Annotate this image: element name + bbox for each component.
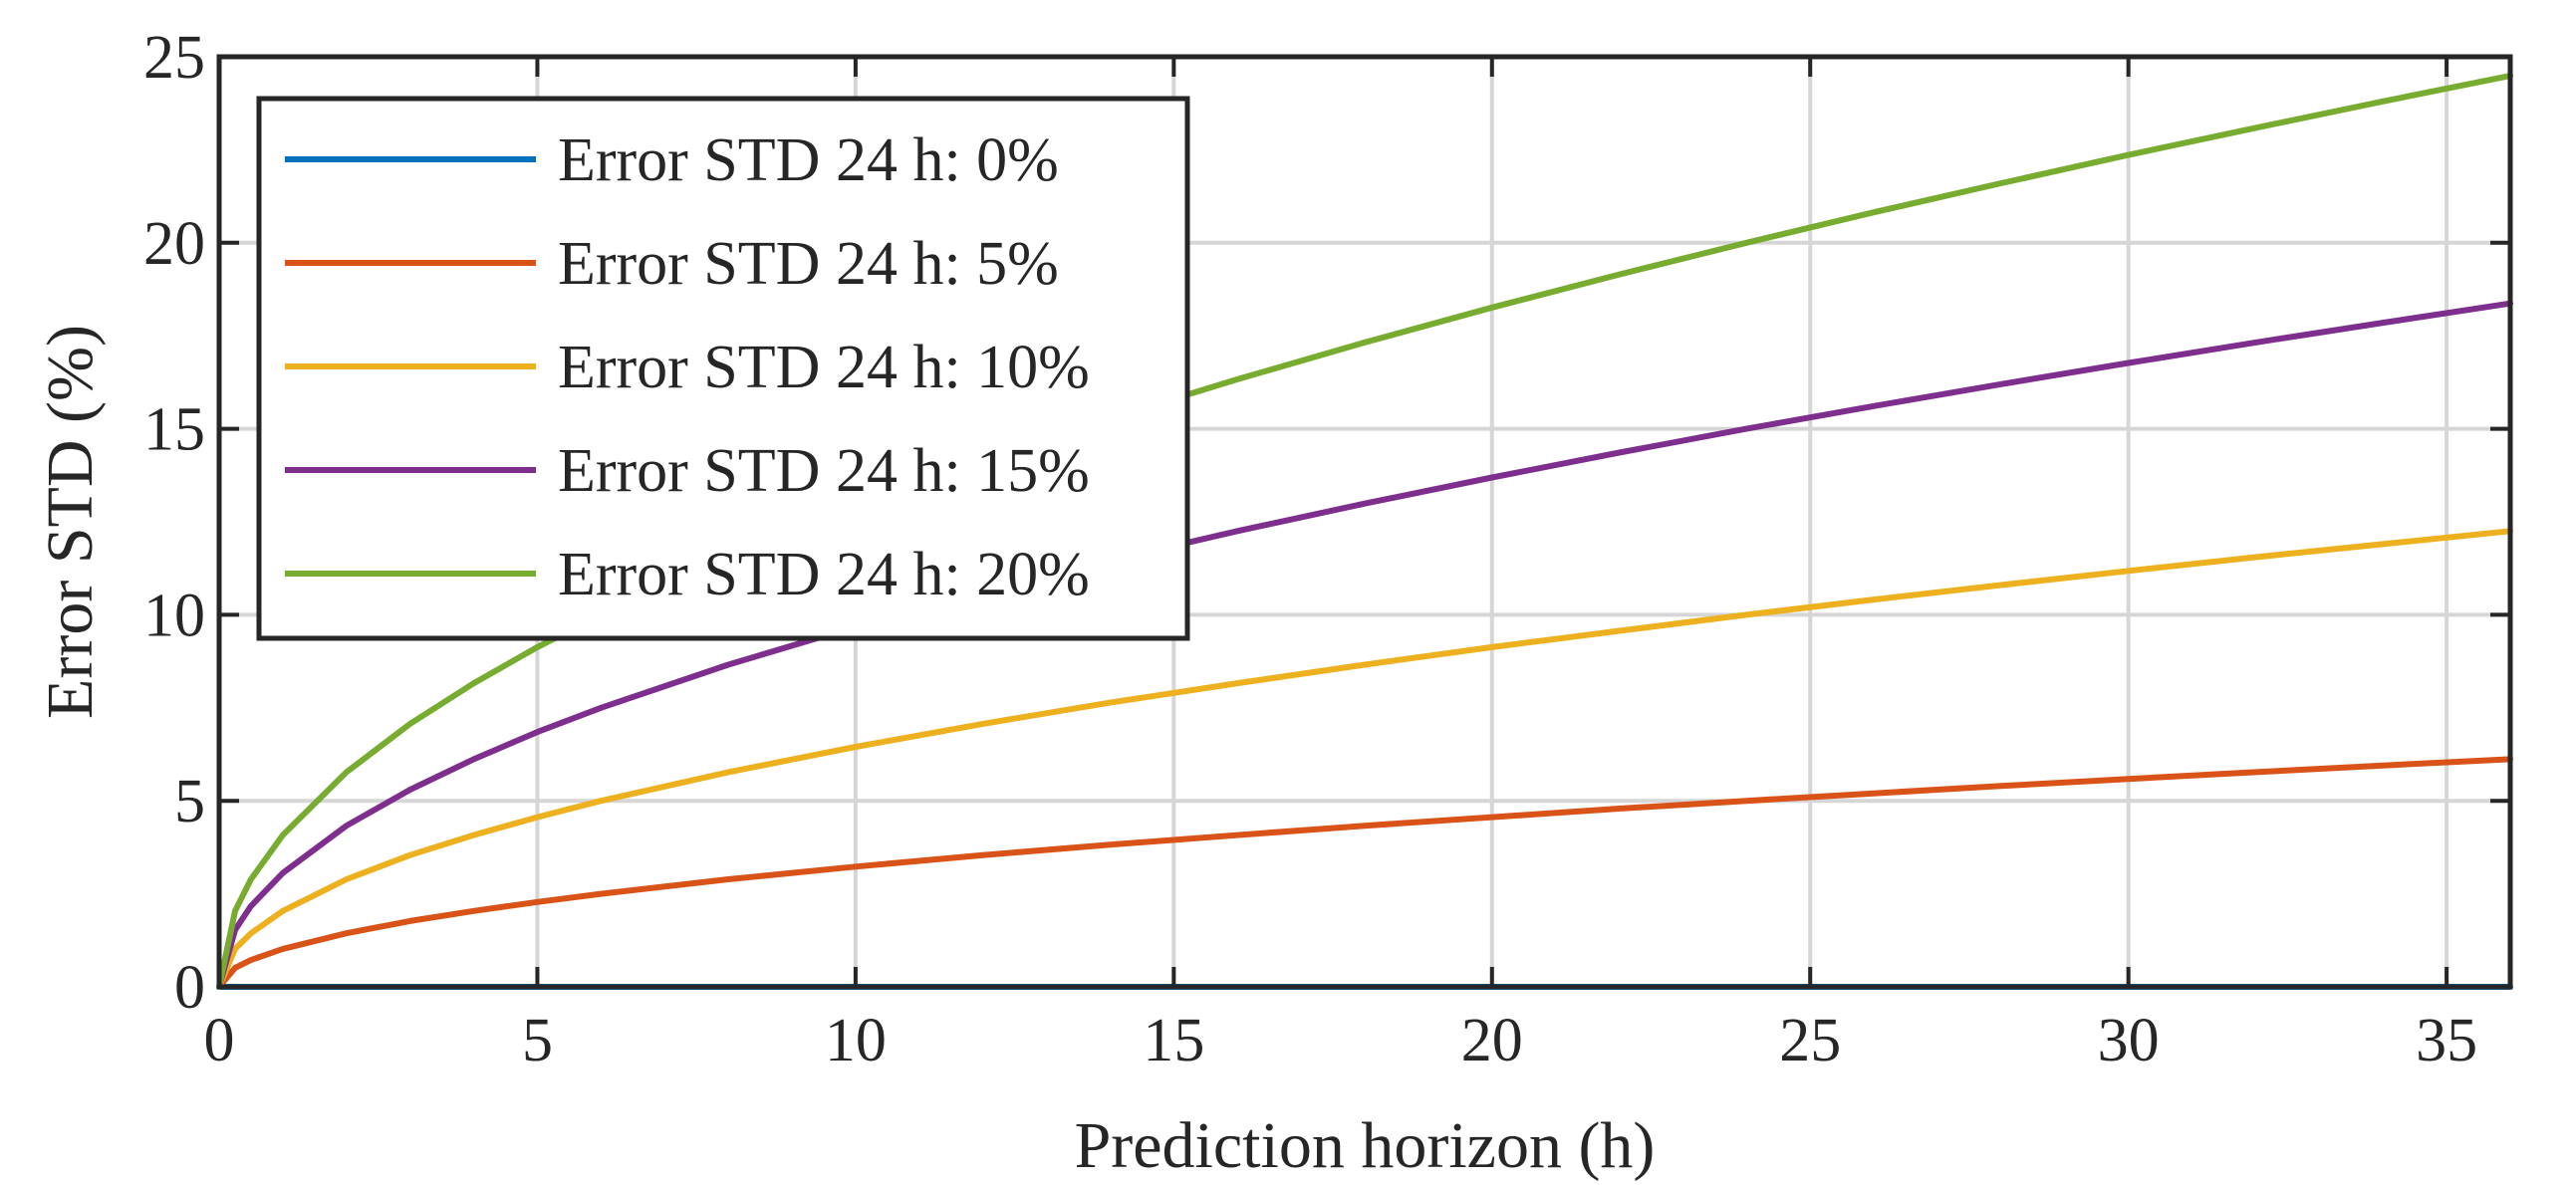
- x-axis-label: Prediction horizon (h): [1075, 1109, 1656, 1182]
- y-tick-label: 15: [143, 396, 205, 464]
- y-tick-label: 20: [143, 210, 205, 278]
- y-tick-label: 5: [174, 768, 205, 835]
- x-tick-label: 20: [1461, 1007, 1523, 1074]
- axis-ticks: 0 5 10 15 20 25 30 35 0 5 10 15 20 25: [143, 24, 2510, 1074]
- x-tick-label: 10: [825, 1007, 887, 1074]
- legend: Error STD 24 h: 0% Error STD 24 h: 5% Erro…: [256, 96, 1190, 641]
- x-tick-label: 0: [204, 1007, 235, 1074]
- legend-label-4: Error STD 24 h: 20%: [558, 541, 1090, 608]
- y-tick-label: 10: [143, 582, 205, 649]
- x-tick-label: 5: [522, 1007, 553, 1074]
- legend-label-3: Error STD 24 h: 15%: [558, 437, 1090, 505]
- x-tick-label: 35: [2416, 1007, 2477, 1074]
- legend-label-0: Error STD 24 h: 0%: [558, 126, 1059, 194]
- legend-label-2: Error STD 24 h: 10%: [558, 334, 1090, 401]
- series-line-2: [216, 528, 2513, 990]
- series-line-1: [216, 756, 2513, 990]
- y-axis-label: Error STD (%): [34, 325, 107, 719]
- x-tick-label: 30: [2098, 1007, 2160, 1074]
- y-tick-label: 25: [143, 24, 205, 92]
- legend-label-1: Error STD 24 h: 5%: [558, 230, 1059, 298]
- y-tick-label: 0: [174, 954, 205, 1022]
- x-tick-label: 25: [1779, 1007, 1841, 1074]
- x-tick-label: 15: [1143, 1007, 1204, 1074]
- plot-frame: [216, 54, 2513, 990]
